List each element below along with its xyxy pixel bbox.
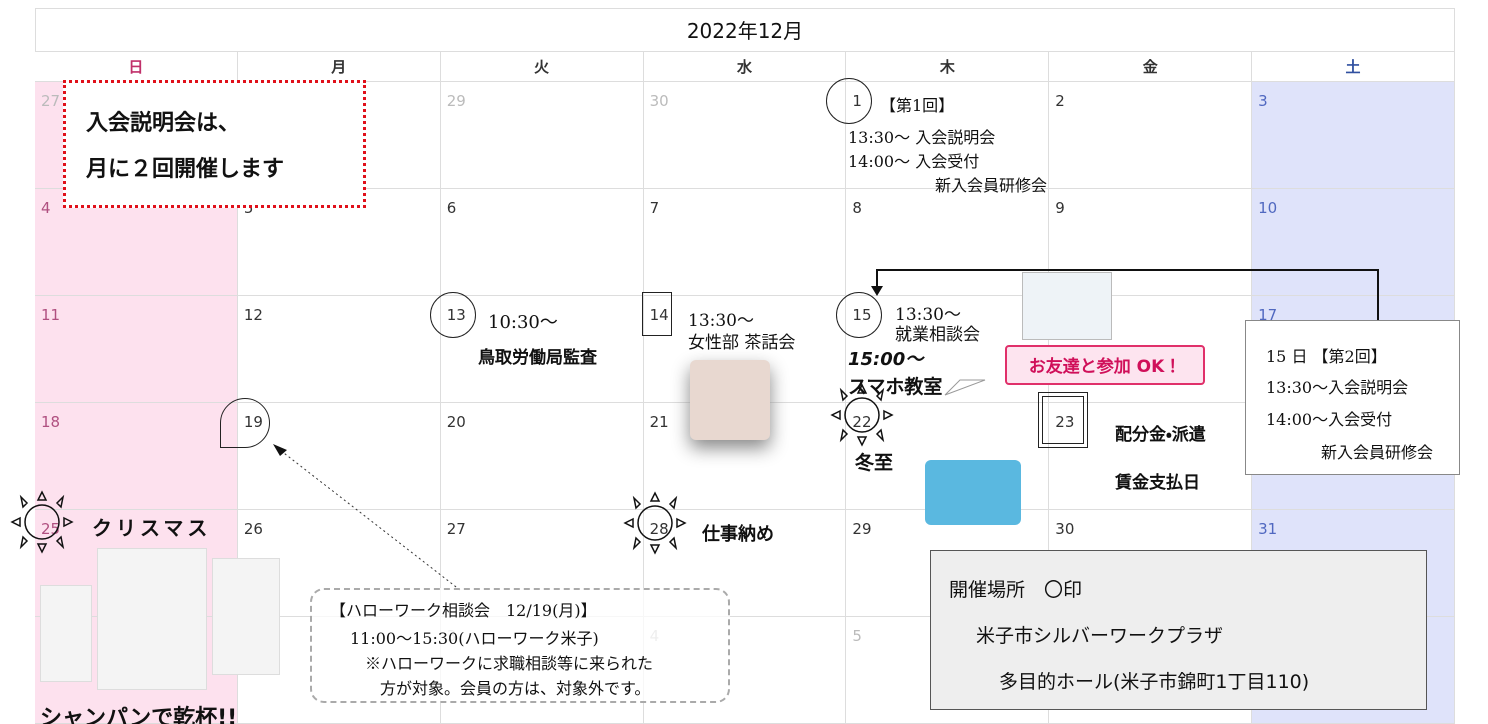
date-number: 5 xyxy=(852,627,862,645)
illustration xyxy=(97,548,207,690)
day-cell: 7 xyxy=(643,189,847,296)
event-text: 新入会員研修会 xyxy=(1321,443,1434,462)
date-circle xyxy=(826,78,872,124)
event-text: 14:00～ 入会受付 xyxy=(848,152,980,171)
date-number: 2 xyxy=(1055,92,1065,110)
day-cell: 8 xyxy=(846,189,1050,296)
event-text: 14:00～入会受付 xyxy=(1266,410,1393,429)
event-text: クリスマス xyxy=(92,516,212,540)
venue-text: 開催場所 〇印 xyxy=(949,579,1083,601)
day-cell: 3 xyxy=(1252,82,1455,189)
date-number: 21 xyxy=(649,413,669,431)
day-cell: 12 xyxy=(237,296,441,403)
weekday-header: 火 xyxy=(440,52,644,82)
weekday-header: 水 xyxy=(643,52,847,82)
venue-box: 開催場所 〇印米子市シルバーワークプラザ多目的ホール(米子市錦町1丁目110) xyxy=(930,550,1427,710)
event-text: 【ハローワーク相談会 12/19(月)】 xyxy=(330,601,597,620)
event-text: 賃金支払日 xyxy=(1115,473,1200,493)
date-number: 30 xyxy=(649,92,669,110)
date-number: 29 xyxy=(852,520,872,538)
event-text: 就業相談会 xyxy=(895,325,980,345)
day-cell: 6 xyxy=(440,189,644,296)
date-number: 17 xyxy=(1258,306,1278,324)
date-number: 26 xyxy=(243,520,263,538)
date-number: 29 xyxy=(446,92,466,110)
event-text: スマホ教室 xyxy=(848,376,943,398)
day-cell: 19 xyxy=(237,403,441,510)
event-text: 新入会員研修会 xyxy=(935,176,1048,195)
date-number: 20 xyxy=(446,413,466,431)
date-number: 8 xyxy=(852,199,862,217)
illustration xyxy=(925,460,1021,525)
day-cell: 11 xyxy=(35,296,238,403)
date-circle xyxy=(430,292,476,338)
date-number: 31 xyxy=(1258,520,1278,538)
event-text: 15 日 【第2回】 xyxy=(1266,347,1387,366)
date-number: 14 xyxy=(649,306,669,324)
callout: お友達と参加 OK！ xyxy=(1005,345,1205,385)
event-text: 13:30～入会説明会 xyxy=(1266,378,1409,397)
date-number: 18 xyxy=(41,413,61,431)
event-text: 11:00～15:30(ハローワーク米子) xyxy=(350,629,599,648)
day-cell: 1 xyxy=(846,82,1050,189)
date-number: 9 xyxy=(1055,199,1065,217)
venue-text: 米子市シルバーワークプラザ xyxy=(976,625,1224,647)
day-cell: 20 xyxy=(440,403,644,510)
event-text: 10:30～ xyxy=(488,312,558,333)
event-text: 13:30～ 入会説明会 xyxy=(848,128,996,147)
illustration xyxy=(1022,272,1112,340)
date-number: 10 xyxy=(1258,199,1278,217)
date-number: 5 xyxy=(243,199,254,217)
date-square xyxy=(1038,392,1088,448)
date-number: 6 xyxy=(446,199,457,217)
event-text: 13:30～ xyxy=(688,311,754,331)
illustration xyxy=(40,585,92,682)
event-text: 配分金・派遣 xyxy=(1115,425,1206,445)
illustration xyxy=(212,558,280,675)
date-number: 23 xyxy=(1055,413,1075,431)
notice-text: 月に２回開催します xyxy=(86,157,285,182)
event-text: 15:00～ xyxy=(848,349,924,370)
weekday-header: 土 xyxy=(1252,52,1455,82)
calendar-title: 2022年12月 xyxy=(35,8,1455,52)
day-cell: 18 xyxy=(35,403,238,510)
date-number: 30 xyxy=(1055,520,1075,538)
weekday-header: 金 xyxy=(1049,52,1253,82)
event-text: 方が対象。会員の方は、対象外です。 xyxy=(380,679,651,698)
event-text: 冬至 xyxy=(855,452,894,474)
event-text: 13:30～ xyxy=(895,305,961,325)
date-circle xyxy=(836,292,882,338)
day-cell: 10 xyxy=(1252,189,1455,296)
venue-text: 多目的ホール(米子市錦町1丁目110) xyxy=(999,671,1310,693)
date-number: 27 xyxy=(41,92,61,110)
day-cell: 2 xyxy=(1049,82,1253,189)
notice-box: 入会説明会は、 月に２回開催します xyxy=(63,80,366,208)
day-cell: 30 xyxy=(643,82,847,189)
event-text: ※ハローワークに求職相談等に来られた xyxy=(365,654,654,673)
date-number: 3 xyxy=(1258,92,1268,110)
event-text: 仕事納め xyxy=(702,524,774,545)
date-number: 11 xyxy=(41,306,61,324)
date-number: 22 xyxy=(852,413,872,431)
event-text: シャンパンで乾杯!! xyxy=(40,706,238,724)
day-cell: 29 xyxy=(440,82,644,189)
date-circle xyxy=(220,398,270,448)
hellowork-box: 【ハローワーク相談会 12/19(月)】 11:00～15:30(ハローワーク米… xyxy=(310,588,730,703)
date-number: 7 xyxy=(649,199,660,217)
date-number: 28 xyxy=(649,520,669,538)
event-text: 【第1回】 xyxy=(880,96,955,115)
illustration xyxy=(690,360,770,440)
date-square xyxy=(642,292,672,336)
session-box: 15 日 【第2回】 13:30～入会説明会 14:00～入会受付 新入会員研修… xyxy=(1245,320,1460,475)
notice-text: 入会説明会は、 xyxy=(86,111,241,136)
date-number: 4 xyxy=(41,199,51,217)
date-number: 12 xyxy=(243,306,263,324)
weekday-header: 木 xyxy=(846,52,1050,82)
event-text: 鳥取労働局監査 xyxy=(478,348,597,368)
event-text: 女性部 茶話会 xyxy=(688,333,796,353)
date-number: 27 xyxy=(446,520,466,538)
